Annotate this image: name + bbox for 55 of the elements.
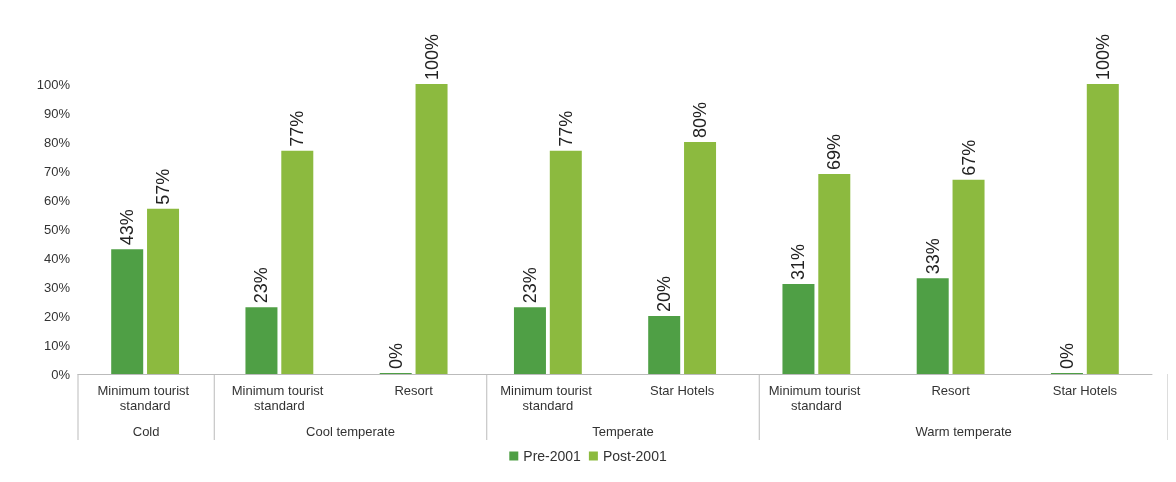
y-tick-label: 70% [43,163,71,179]
text: Warm temperate [915,423,1012,439]
data-label: 77% [287,110,308,147]
x-tick-label: Minimum tourist standard [231,383,328,413]
y-tick-label: 90% [43,105,71,121]
data-label: 31% [788,244,809,281]
y-tick-label: 20% [43,308,71,324]
bar [513,307,546,374]
legend-label: Post-2001 [602,448,667,464]
data-label: 100% [421,33,442,80]
bar [549,150,582,374]
data-label: 20% [654,275,675,312]
text: Temperate [592,423,654,439]
y-tick-label: 60% [43,192,71,208]
bar [245,307,278,374]
x-tick-label: Resort [394,383,434,398]
data-label: 57% [153,168,174,205]
data-label: 77% [555,110,576,147]
data-label: 0% [385,342,406,369]
y-tick-label: 100% [36,76,71,92]
bar [281,150,314,374]
data-label: 100% [1092,33,1113,80]
data-label: 67% [958,139,979,176]
legend-label: Pre-2001 [523,448,582,464]
bar [952,179,985,374]
bar [916,278,949,374]
y-tick-label: 80% [43,134,71,150]
x-tick-label: Star Hotels [1052,383,1118,398]
x-tick-label: Minimum tourist standard [97,383,193,413]
data-label: 0% [1056,342,1077,369]
y-tick-label: 10% [43,337,71,353]
y-tick-label: 30% [43,279,71,295]
bar [1086,84,1119,374]
data-label: 33% [922,238,943,275]
x-tick-label: Minimum tourist standard [768,383,865,413]
bar [147,208,180,374]
y-tick-label: 40% [43,250,71,266]
data-label: 23% [251,267,272,304]
text: Cold [132,423,160,439]
bar [648,316,681,374]
y-tick-label: 0% [51,366,71,382]
bar [818,173,851,374]
x-tick-label: Minimum tourist standard [500,383,596,413]
bar [415,84,448,374]
bar [111,249,144,374]
text: Cool temperate [306,423,395,439]
data-label: 43% [117,209,138,246]
y-tick-label: 50% [43,221,71,237]
data-label: 69% [824,133,845,170]
x-tick-label: Resort [931,383,971,398]
data-label: 80% [690,101,711,138]
bar [684,142,717,374]
x-tick-label: Star Hotels [649,383,715,398]
data-label: 23% [519,267,540,304]
bar [782,284,815,374]
